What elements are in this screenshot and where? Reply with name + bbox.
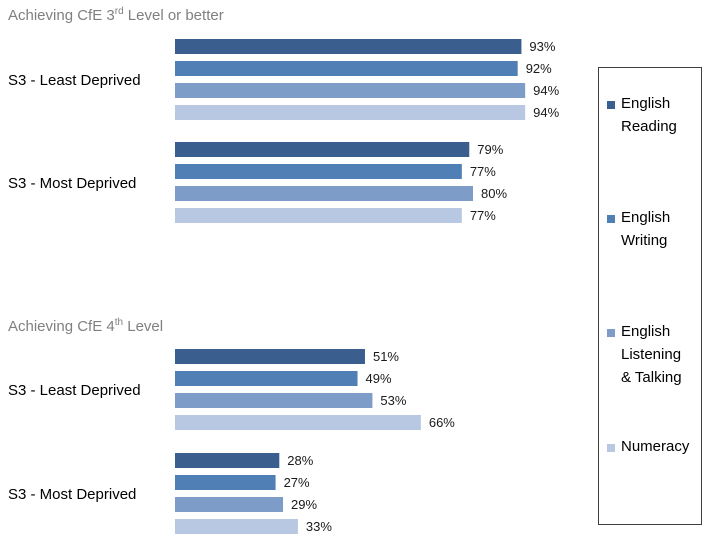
value-label-english-writing-s3-least-deprived-2: 49% [366, 371, 392, 386]
value-label-english-listening-and-talking-s3-least-deprived-2: 53% [380, 393, 406, 408]
legend-swatch-english-listening-talking [607, 329, 615, 337]
legend: English Reading English Writing English … [598, 67, 702, 525]
legend-item-english-writing: English Writing [607, 209, 705, 252]
bar-english-listening-and-talking-s3-most-deprived-1 [175, 186, 473, 201]
bar-english-reading-s3-most-deprived-2 [175, 453, 280, 468]
category-label-s3-least-deprived-2: S3 - Least Deprived [8, 382, 141, 399]
bar-numeracy-s3-most-deprived-1 [175, 208, 462, 223]
bar-numeracy-s3-least-deprived-1 [175, 105, 526, 120]
bar-english-listening-and-talking-s3-least-deprived-1 [175, 83, 526, 98]
value-label-english-listening-and-talking-s3-most-deprived-1: 80% [481, 186, 507, 201]
value-label-english-reading-s3-least-deprived-2: 51% [373, 349, 399, 364]
value-label-english-writing-s3-most-deprived-2: 27% [284, 475, 310, 490]
legend-label-english-listening-line3: & Talking [621, 369, 682, 386]
value-label-english-listening-and-talking-s3-least-deprived-1: 94% [533, 83, 559, 98]
value-label-english-reading-s3-most-deprived-1: 79% [477, 142, 503, 157]
value-label-numeracy-s3-least-deprived-1: 94% [533, 105, 559, 120]
category-label-s3-most-deprived-2: S3 - Most Deprived [8, 486, 136, 503]
value-label-english-reading-s3-least-deprived-1: 93% [529, 39, 555, 54]
panel-title-2: Achieving CfE 4th Level [8, 317, 163, 335]
category-label-s3-least-deprived-1: S3 - Least Deprived [8, 72, 141, 89]
bar-numeracy-s3-least-deprived-2 [175, 415, 421, 430]
bar-english-reading-s3-least-deprived-1 [175, 39, 522, 54]
legend-label-english-writing-line1: English [621, 209, 671, 226]
legend-label-english-listening-line2: Listening [621, 346, 682, 363]
value-label-english-listening-and-talking-s3-most-deprived-2: 29% [291, 497, 317, 512]
legend-label-english-reading-line1: English [621, 95, 671, 112]
legend-swatch-numeracy [607, 444, 615, 452]
value-label-numeracy-s3-most-deprived-1: 77% [470, 208, 496, 223]
legend-item-english-listening-talking: English Listening & Talking [607, 323, 705, 389]
value-label-numeracy-s3-least-deprived-2: 66% [429, 415, 455, 430]
bar-numeracy-s3-most-deprived-2 [175, 519, 298, 534]
value-label-english-writing-s3-most-deprived-1: 77% [470, 164, 496, 179]
value-label-english-reading-s3-most-deprived-2: 28% [287, 453, 313, 468]
value-label-numeracy-s3-most-deprived-2: 33% [306, 519, 332, 534]
legend-label-english-writing-line2: Writing [621, 232, 668, 249]
bar-english-writing-s3-most-deprived-2 [175, 475, 276, 490]
bar-english-reading-s3-most-deprived-1 [175, 142, 470, 157]
legend-item-english-reading: English Reading [607, 95, 705, 138]
value-label-english-writing-s3-least-deprived-1: 92% [526, 61, 552, 76]
legend-item-numeracy: Numeracy [607, 438, 705, 458]
bar-english-reading-s3-least-deprived-2 [175, 349, 365, 364]
bar-english-listening-and-talking-s3-most-deprived-2 [175, 497, 284, 512]
legend-label-english-reading-line2: Reading [621, 118, 677, 135]
panel-title-1: Achieving CfE 3rd Level or better [8, 6, 224, 24]
bar-english-writing-s3-least-deprived-1 [175, 61, 518, 76]
bar-english-writing-s3-least-deprived-2 [175, 371, 358, 386]
legend-swatch-english-reading [607, 101, 615, 109]
bar-english-listening-and-talking-s3-least-deprived-2 [175, 393, 373, 408]
legend-label-numeracy: Numeracy [621, 438, 690, 455]
legend-swatch-english-writing [607, 215, 615, 223]
category-label-s3-most-deprived-1: S3 - Most Deprived [8, 175, 136, 192]
bar-english-writing-s3-most-deprived-1 [175, 164, 462, 179]
legend-label-english-listening-line1: English [621, 323, 671, 340]
